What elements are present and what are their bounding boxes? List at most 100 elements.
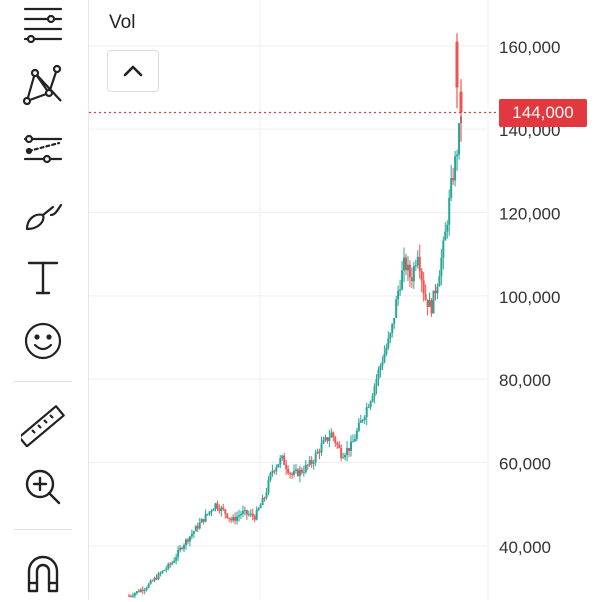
candle-body	[326, 437, 329, 441]
candle-body	[177, 549, 180, 558]
candle-body	[143, 589, 146, 591]
candle-body	[214, 503, 217, 510]
candle-body	[194, 526, 197, 532]
candle-body	[206, 513, 209, 515]
candle-body	[277, 464, 280, 468]
candle-body	[298, 469, 301, 476]
candle-body	[420, 270, 423, 281]
price-chart[interactable]: 160,000 140,000 120,000 100,000 80,000 60,000…	[89, 0, 600, 600]
candle-body	[300, 469, 303, 473]
candle-body	[267, 479, 270, 493]
candle-body	[408, 264, 411, 278]
candle-body	[188, 536, 191, 542]
candle-body	[198, 522, 201, 529]
y-axis-tick-label: 80,000	[499, 371, 551, 390]
candle-body	[328, 437, 331, 441]
candle-body	[159, 573, 162, 575]
candle-body	[137, 591, 140, 593]
current-price-badge: 144,000	[499, 98, 587, 127]
candle-body	[424, 294, 427, 300]
candle-body	[452, 178, 455, 181]
ruler-tool-icon	[21, 405, 65, 447]
prediction-tool[interactable]	[14, 120, 72, 178]
candle-body	[393, 317, 396, 324]
y-axis-tick-label: 120,000	[499, 205, 560, 224]
candle-body	[181, 547, 184, 549]
candle-body	[202, 519, 205, 522]
candle-body	[304, 464, 307, 472]
candle-body	[397, 290, 400, 300]
candle-body	[222, 507, 225, 510]
candle-body	[145, 587, 148, 590]
candle-body	[357, 422, 360, 431]
candle-body	[444, 231, 447, 241]
magnet-tool[interactable]	[14, 544, 72, 602]
candle-body	[200, 519, 203, 523]
candle-body	[371, 396, 374, 402]
candle-body	[163, 570, 166, 572]
candle-body	[291, 473, 294, 475]
candle-body	[226, 513, 229, 518]
patterns-tool[interactable]	[14, 54, 72, 112]
text-tool[interactable]	[14, 248, 72, 306]
candle-body	[353, 438, 356, 442]
candle-body	[261, 497, 264, 506]
candle-body	[294, 469, 297, 471]
candle-body	[302, 471, 305, 473]
drawing-toolbar	[0, 0, 89, 600]
candle-body	[161, 570, 164, 574]
candle-body	[259, 505, 262, 509]
candle-body	[430, 300, 433, 314]
candle-body	[318, 451, 321, 453]
candle-body	[367, 407, 370, 409]
candle-body	[330, 432, 333, 438]
candle-body	[289, 473, 292, 475]
candle-body	[239, 513, 242, 516]
zoom-in-tool-icon	[25, 469, 61, 505]
candle-body	[381, 362, 384, 366]
candle-body	[271, 470, 274, 474]
trend-lines-tool-icon	[23, 7, 63, 43]
prediction-tool-icon	[23, 134, 63, 164]
candle-body	[155, 577, 158, 580]
candle-body	[283, 455, 286, 465]
candle-body	[436, 286, 439, 294]
collapse-indicators-button[interactable]	[107, 50, 159, 92]
candle-body	[135, 591, 138, 594]
candle-body	[173, 560, 176, 563]
candle-body	[369, 401, 372, 408]
candle-body	[184, 539, 187, 546]
candle-body	[399, 289, 402, 291]
candle-body	[234, 517, 237, 521]
candle-body	[387, 338, 390, 348]
candle-body	[454, 156, 457, 181]
chart-canvas[interactable]: 160,000140,000120,000100,00080,00060,000…	[89, 0, 600, 600]
emoji-tool[interactable]	[14, 312, 72, 370]
brush-tool[interactable]	[14, 184, 72, 242]
candle-body	[355, 430, 358, 439]
candle-body	[275, 467, 278, 472]
candle-body	[230, 518, 233, 521]
candle-body	[334, 437, 337, 443]
patterns-tool-icon	[22, 64, 62, 105]
volume-indicator-label[interactable]: Vol	[109, 12, 136, 33]
candle-body	[131, 595, 134, 597]
candle-body	[359, 420, 362, 423]
candle-body	[175, 557, 178, 561]
candle-body	[434, 290, 437, 294]
candle-body	[204, 514, 207, 522]
candle-body	[450, 178, 453, 198]
zoom-in-tool[interactable]	[14, 458, 72, 516]
candle-body	[455, 41, 459, 88]
candle-body	[389, 333, 392, 339]
candle-body	[279, 458, 282, 465]
trend-lines-tool[interactable]	[14, 0, 72, 50]
ruler-tool[interactable]	[14, 396, 72, 454]
candle-body	[404, 257, 407, 271]
y-axis-tick-label: 100,000	[499, 288, 560, 307]
candle-body	[128, 595, 130, 597]
candle-body	[218, 508, 221, 512]
candle-body	[149, 580, 152, 584]
candle-body	[165, 568, 168, 571]
candle-body	[186, 539, 189, 542]
